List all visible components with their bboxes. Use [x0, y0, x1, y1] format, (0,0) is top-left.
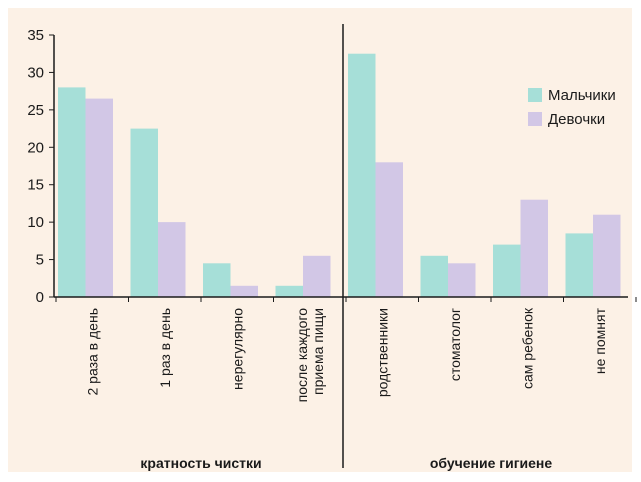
category-label-3-line-0: после каждого: [294, 308, 310, 403]
y-tick-label-2: 10: [27, 214, 44, 231]
bar-series1-3: [275, 285, 303, 297]
bar-series2-4: [375, 162, 403, 297]
legend-swatch-0: [528, 88, 542, 102]
y-tick-label-7: 35: [27, 27, 44, 44]
bar-series2-1: [158, 222, 186, 297]
y-tick-label-4: 20: [27, 139, 44, 156]
bar-series1-7: [565, 233, 593, 297]
group-titles-layer: кратность чистки обучение гигиене: [140, 455, 552, 471]
bar-series1-0: [58, 87, 86, 298]
y-tick-label-6: 30: [27, 64, 44, 81]
y-tick-label-5: 25: [27, 102, 44, 119]
group-title-1: обучение гигиене: [430, 455, 553, 471]
bar-series2-5: [448, 263, 476, 297]
bar-series2-0: [85, 98, 113, 297]
y-tick-label-3: 15: [27, 177, 44, 194]
bar-series1-5: [420, 255, 448, 297]
bar-series1-6: [493, 244, 521, 297]
category-label-3-line-1: приема пищи: [310, 308, 326, 395]
bar-series2-7: [593, 214, 621, 297]
bar-series2-6: [520, 199, 548, 297]
category-label-6-line-0: сам ребенок: [519, 307, 535, 389]
category-label-2-line-0: нерегулярно: [229, 308, 245, 390]
legend-swatch-1: [528, 112, 542, 126]
legend-label-1: Девочки: [548, 111, 605, 128]
y-tick-label-1: 5: [36, 252, 44, 269]
legend: Мальчики Девочки: [528, 87, 616, 128]
legend-label-0: Мальчики: [548, 87, 616, 104]
bar-series2-2: [230, 285, 258, 297]
bar-series2-3: [303, 255, 331, 297]
bar-series1-1: [130, 128, 158, 297]
category-label-0-line-0: 2 раза в день: [84, 308, 100, 396]
axes-layer: [53, 24, 628, 468]
y-ticks-layer: 0 5 10 15 20 25 30 35: [27, 27, 637, 306]
bars-layer: [58, 53, 621, 298]
category-label-4-line-0: родственники: [374, 308, 390, 397]
bar-series1-2: [203, 263, 231, 297]
y-tick-label-0: 0: [36, 289, 44, 306]
group-title-0: кратность чистки: [140, 455, 261, 471]
category-labels-layer: 2 раза в день 1 раз в день нерегулярно посл…: [84, 307, 608, 402]
bar-series1-4: [348, 53, 376, 298]
category-label-1-line-0: 1 раз в день: [157, 308, 173, 388]
category-label-5-line-0: стоматолог: [447, 308, 463, 381]
category-label-7-line-0: не помнят: [592, 307, 608, 374]
